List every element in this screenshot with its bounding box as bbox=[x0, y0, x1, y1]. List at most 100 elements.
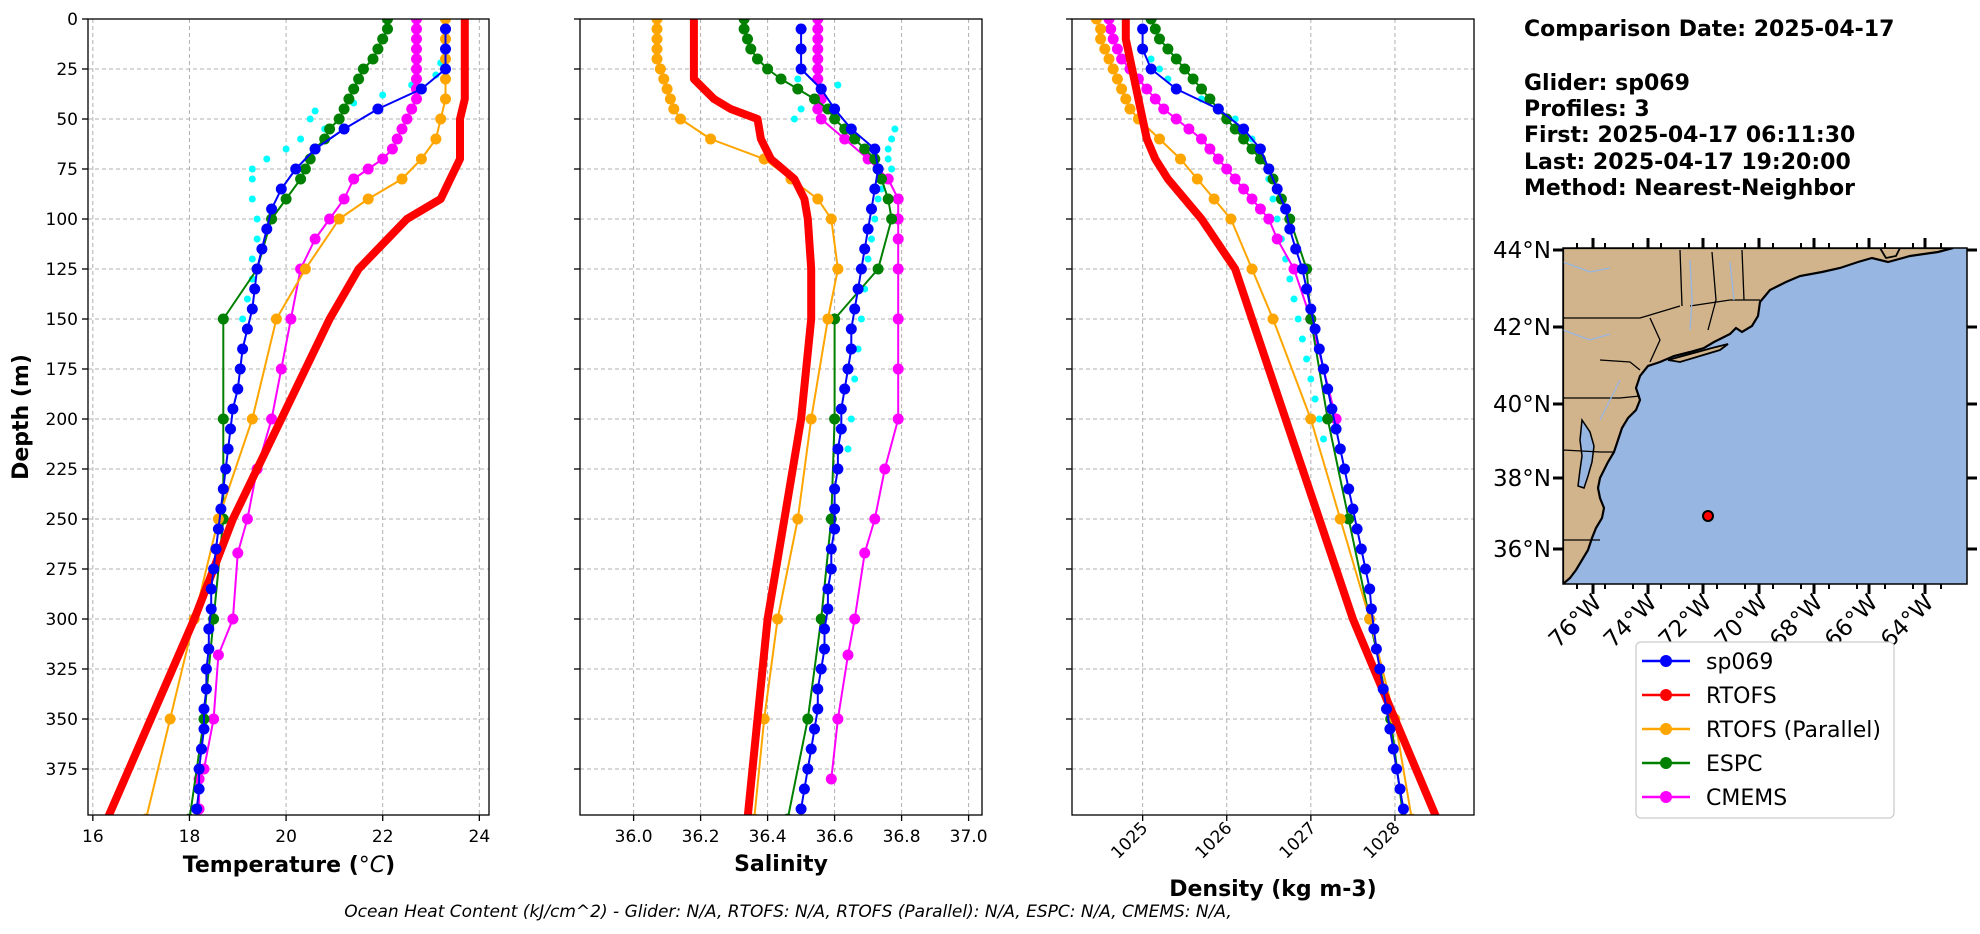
data-point bbox=[1111, 73, 1123, 85]
data-point bbox=[1170, 53, 1182, 65]
data-point bbox=[1355, 543, 1367, 555]
data-point bbox=[845, 343, 857, 355]
data-point bbox=[1248, 315, 1256, 323]
data-point bbox=[1221, 163, 1233, 175]
data-point bbox=[654, 63, 666, 75]
data-point bbox=[1394, 783, 1406, 795]
legend-entry: ESPC bbox=[1642, 752, 1763, 777]
location-map: 44°N42°N40°N38°N36°N76°W74°W72°W70°W68°W… bbox=[1493, 238, 1977, 653]
data-point bbox=[804, 215, 812, 223]
data-point bbox=[888, 135, 896, 143]
series-line bbox=[800, 29, 880, 810]
data-point bbox=[794, 75, 802, 83]
data-point bbox=[872, 163, 884, 175]
x-tick-label: 1025 bbox=[1107, 818, 1152, 863]
data-point bbox=[1349, 615, 1357, 623]
data-point bbox=[1307, 375, 1315, 383]
temperature-axis-label: Temperature (°C) bbox=[183, 853, 395, 878]
data-point bbox=[193, 763, 205, 775]
data-point bbox=[812, 193, 824, 205]
data-point bbox=[829, 413, 841, 425]
data-point bbox=[727, 105, 735, 113]
x-tick-label: 22 bbox=[372, 827, 394, 847]
data-point bbox=[1116, 53, 1128, 65]
data-point bbox=[198, 723, 210, 735]
data-point bbox=[248, 255, 256, 263]
rivers bbox=[1563, 259, 1735, 421]
data-point bbox=[809, 93, 820, 105]
data-point bbox=[208, 713, 220, 725]
data-point bbox=[200, 663, 212, 675]
data-point bbox=[790, 115, 798, 123]
data-point bbox=[234, 363, 246, 375]
legend-label: RTOFS (Parallel) bbox=[1706, 718, 1881, 743]
data-point bbox=[104, 816, 111, 823]
data-point bbox=[461, 35, 469, 43]
data-point bbox=[829, 483, 841, 495]
data-point bbox=[874, 195, 882, 203]
data-point bbox=[767, 155, 775, 163]
data-point bbox=[815, 113, 827, 125]
data-point bbox=[812, 43, 824, 55]
data-point bbox=[1154, 33, 1165, 45]
data-point bbox=[377, 153, 389, 165]
series-rtofs bbox=[1121, 19, 1440, 815]
data-point bbox=[1105, 23, 1117, 35]
data-point bbox=[892, 233, 904, 245]
data-point bbox=[275, 363, 287, 375]
y-tick-label: 250 bbox=[46, 510, 78, 530]
data-point bbox=[869, 143, 881, 155]
data-point bbox=[338, 123, 350, 135]
data-point bbox=[1313, 343, 1325, 355]
data-point bbox=[839, 133, 851, 145]
data-point bbox=[1122, 19, 1130, 23]
data-point bbox=[1377, 683, 1389, 695]
x-tick-label: 16 bbox=[82, 827, 104, 847]
data-point bbox=[802, 713, 814, 725]
lon-tick-label: 76°W bbox=[1544, 590, 1607, 653]
y-tick-label: 225 bbox=[46, 460, 78, 480]
data-point bbox=[822, 313, 834, 325]
plot-area bbox=[104, 19, 469, 823]
data-point bbox=[738, 23, 750, 35]
data-point bbox=[212, 523, 224, 535]
data-point bbox=[333, 113, 345, 125]
y-tick-label: 125 bbox=[46, 260, 78, 280]
data-point bbox=[1360, 563, 1371, 575]
data-point bbox=[1391, 763, 1403, 775]
data-point bbox=[1238, 183, 1250, 195]
data-point bbox=[212, 649, 224, 661]
data-point bbox=[1298, 335, 1306, 343]
data-point bbox=[461, 25, 469, 33]
lat-tick-label: 40°N bbox=[1493, 392, 1551, 418]
data-point bbox=[379, 91, 387, 99]
data-point bbox=[1175, 153, 1186, 165]
data-point bbox=[232, 547, 244, 559]
data-point bbox=[440, 93, 451, 105]
data-point bbox=[690, 35, 698, 43]
data-point bbox=[815, 663, 827, 675]
lat-tick-label: 36°N bbox=[1493, 537, 1551, 563]
data-point bbox=[1273, 215, 1281, 223]
data-point bbox=[1305, 303, 1317, 315]
axes-frame bbox=[87, 18, 490, 816]
data-point bbox=[248, 175, 256, 183]
lat-tick-label: 44°N bbox=[1493, 238, 1551, 264]
data-point bbox=[1181, 195, 1189, 203]
series-line bbox=[195, 29, 447, 810]
data-point bbox=[357, 63, 369, 75]
data-point bbox=[1111, 43, 1123, 55]
series-rtofs-parallel bbox=[651, 19, 844, 815]
data-point bbox=[440, 63, 451, 75]
data-point bbox=[377, 33, 389, 45]
data-point bbox=[1368, 623, 1380, 635]
land-area bbox=[1563, 248, 1954, 584]
data-point bbox=[700, 85, 708, 93]
data-point bbox=[210, 543, 222, 555]
data-point bbox=[297, 135, 305, 143]
data-point bbox=[839, 383, 851, 395]
data-point bbox=[1267, 313, 1279, 325]
data-point bbox=[879, 463, 891, 475]
data-point bbox=[1156, 65, 1163, 73]
x-tick-label: 37.0 bbox=[950, 827, 988, 847]
